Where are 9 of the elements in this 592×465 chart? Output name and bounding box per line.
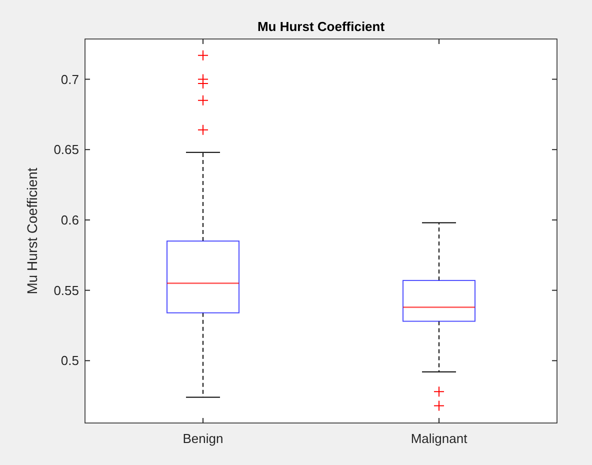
chart-title: Mu Hurst Coefficient <box>257 19 386 34</box>
x-tick-label: Benign <box>182 431 224 446</box>
y-tick-label: 0.55 <box>54 282 79 298</box>
x-tick-label: Malignant <box>410 431 468 446</box>
y-tick-label: 0.5 <box>60 353 79 368</box>
y-tick-label: 0.7 <box>60 72 79 87</box>
y-tick-label: 0.65 <box>54 142 79 158</box>
y-tick-label: 0.6 <box>60 212 79 228</box>
y-axis-title: Mu Hurst Coefficient <box>24 168 40 294</box>
